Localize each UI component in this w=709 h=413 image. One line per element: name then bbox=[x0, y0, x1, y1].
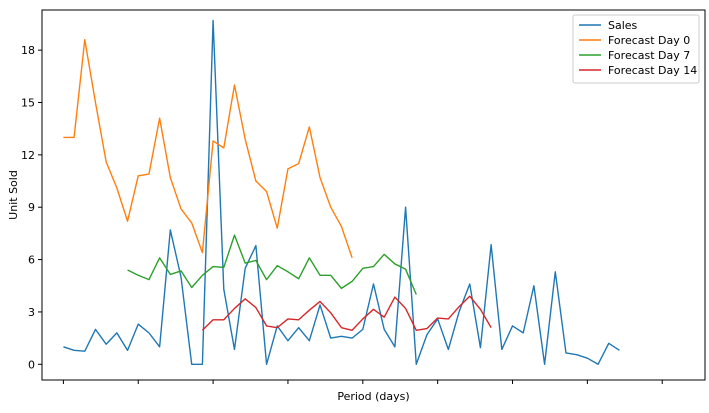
y-tick-label: 12 bbox=[21, 149, 35, 162]
y-axis-label: Unit Sold bbox=[7, 170, 20, 220]
legend-box bbox=[572, 14, 700, 84]
y-axis: 0 3 6 9 12 15 18 bbox=[21, 44, 42, 371]
x-axis bbox=[62, 380, 663, 384]
series-line-3 bbox=[201, 295, 492, 331]
series-line-2 bbox=[127, 234, 417, 295]
y-tick-label: 15 bbox=[21, 97, 35, 110]
y-tick-label: 6 bbox=[28, 254, 35, 267]
y-tick-label: 3 bbox=[28, 306, 35, 319]
plot-frame bbox=[41, 9, 706, 381]
y-tick-label: 9 bbox=[28, 201, 35, 214]
legend: Sales Forecast Day 0 Forecast Day 7 Forecas… bbox=[572, 14, 700, 84]
legend-label: Forecast Day 7 bbox=[608, 49, 690, 62]
y-tick-label: 18 bbox=[21, 44, 35, 57]
legend-label: Sales bbox=[608, 19, 638, 32]
series-line-0 bbox=[63, 19, 620, 365]
y-tick-label: 0 bbox=[28, 358, 35, 371]
plot-lines bbox=[63, 19, 620, 365]
legend-label: Forecast Day 0 bbox=[608, 34, 690, 47]
x-axis-label: Period (days) bbox=[337, 390, 409, 403]
series-line-1 bbox=[63, 38, 353, 259]
legend-label: Forecast Day 14 bbox=[608, 64, 697, 77]
